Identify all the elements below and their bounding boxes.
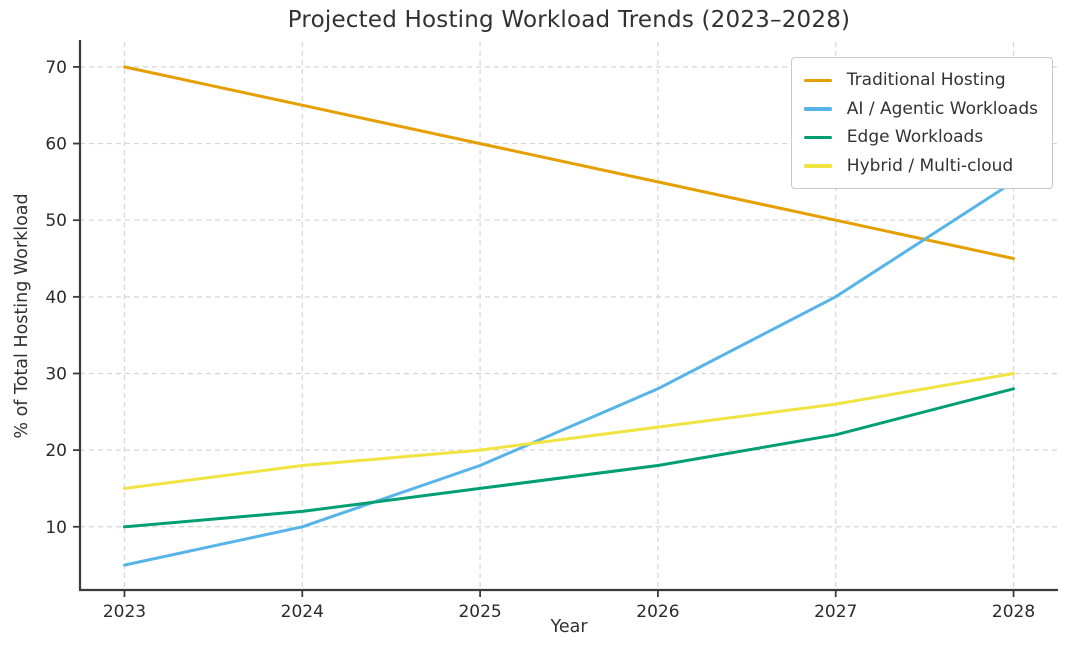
legend-line-swatch xyxy=(803,78,832,82)
legend-item-hybrid-multi-cloud: Hybrid / Multi-cloud xyxy=(803,152,1038,181)
legend: Traditional Hosting AI / Agentic Workload… xyxy=(790,57,1053,189)
x-tick-label: 2027 xyxy=(814,602,857,622)
legend-line-swatch xyxy=(803,135,832,139)
legend-line-swatch xyxy=(803,107,832,111)
legend-item-traditional-hosting: Traditional Hosting xyxy=(803,66,1038,95)
legend-item-label: Hybrid / Multi-cloud xyxy=(846,155,1014,176)
legend-item-label: Traditional Hosting xyxy=(846,70,1006,91)
x-tick-label: 2026 xyxy=(636,602,679,622)
y-tick-label: 30 xyxy=(45,364,67,384)
series-line-hybrid-multi-cloud xyxy=(123,372,1015,490)
series-line-ai-agentic-workloads xyxy=(123,180,1015,567)
y-tick-label: 10 xyxy=(45,518,67,538)
chart-title: Projected Hosting Workload Trends (2023–… xyxy=(287,7,851,33)
series-line-traditional-hosting xyxy=(123,65,1015,260)
x-tick-label: 2023 xyxy=(103,602,146,622)
legend-item-edge-workloads: Edge Workloads xyxy=(803,123,1038,152)
series-line-edge-workloads xyxy=(123,387,1015,529)
legend-item-label: Edge Workloads xyxy=(846,127,984,148)
x-tick-label: 2024 xyxy=(281,602,324,622)
y-tick-label: 40 xyxy=(45,288,67,308)
legend-item-label: AI / Agentic Workloads xyxy=(846,98,1038,119)
y-tick-label: 70 xyxy=(45,58,67,78)
x-tick-label: 2025 xyxy=(458,602,501,622)
legend-line-swatch xyxy=(803,164,832,168)
y-tick-label: 20 xyxy=(45,441,67,461)
y-axis-label: % of Total Hosting Workload xyxy=(12,193,32,439)
legend-item-ai-agentic-workloads: AI / Agentic Workloads xyxy=(803,95,1038,124)
x-tick-label: 2028 xyxy=(992,602,1035,622)
y-tick-label: 60 xyxy=(45,135,67,155)
x-axis-label: Year xyxy=(550,617,588,637)
y-tick-label: 50 xyxy=(45,211,67,231)
